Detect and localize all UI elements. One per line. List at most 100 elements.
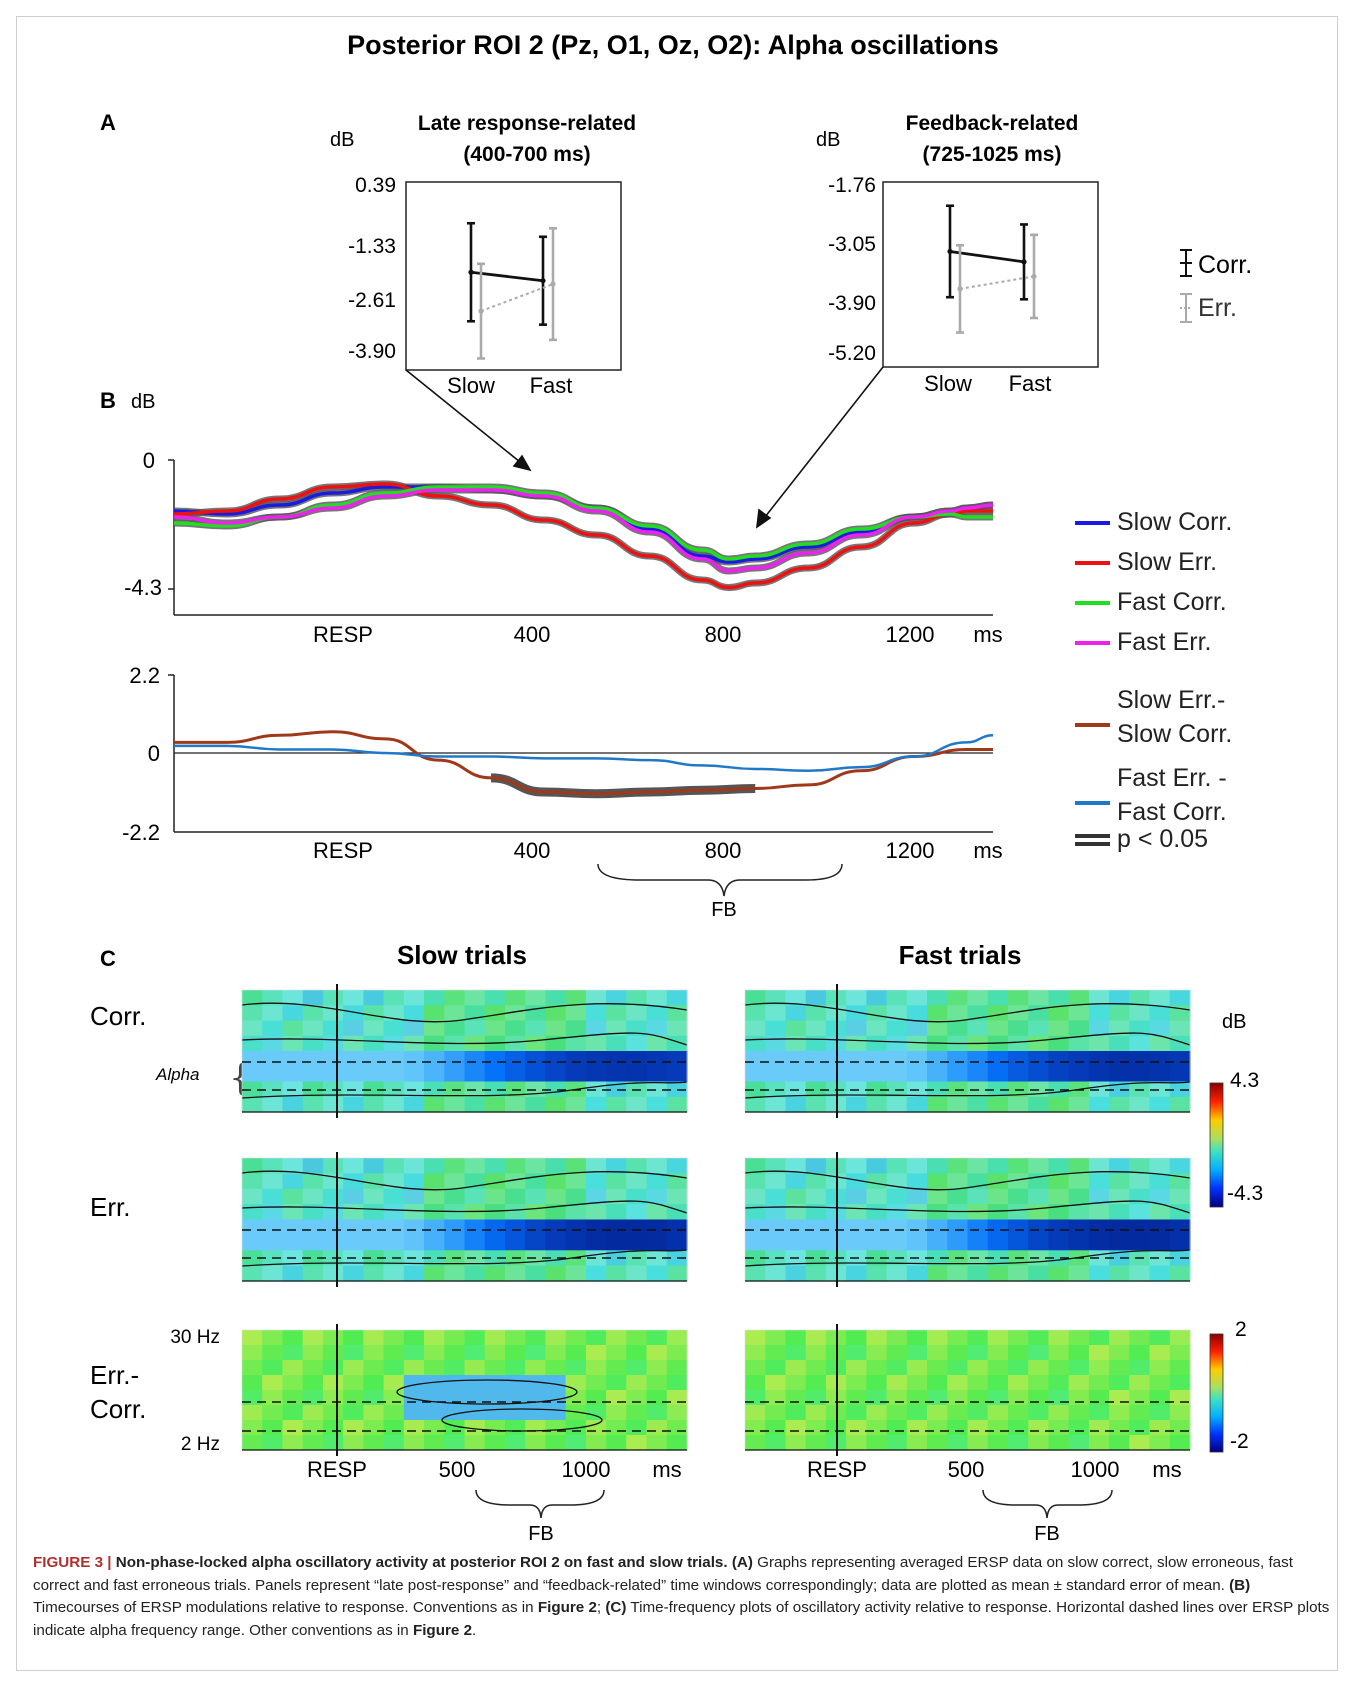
heatmap-cell [444,1051,466,1067]
heatmap-cell [805,1234,827,1251]
heatmap-cell [262,1330,283,1346]
heatmap-cell [505,1435,526,1451]
heatmap-cell [484,1345,506,1361]
heatmap-cell [262,1390,283,1406]
heatmap-cell [585,1234,607,1251]
heatmap-cell [866,1173,888,1190]
heatmap-cell [424,1219,445,1236]
panel-a-right-xtick: Fast [1009,371,1052,396]
heatmap-cell [906,1173,928,1190]
heatmap-cell [322,1345,344,1361]
zoom-arrows [405,366,884,529]
heatmap-cell [585,1204,607,1221]
heatmap-cell [242,1051,263,1067]
heatmap-cell [1109,1345,1130,1361]
heatmap-cell [464,1345,486,1361]
heatmap-cell [585,1219,607,1236]
heatmap-cell [343,1360,364,1376]
heatmap-cell [242,1375,263,1391]
heatmap-cell [846,1158,867,1174]
heatmap-cell [886,1066,908,1083]
heatmap-cell [646,1250,668,1267]
heatmap-cell [242,1204,263,1221]
heatmap-cell [1149,1250,1171,1267]
heatmap-cell [1169,1345,1191,1361]
heatmap-cell [1028,990,1049,1006]
heatmap-cell [1169,1066,1191,1083]
heatmap-cell [302,1420,324,1436]
heatmap-cell [525,1265,546,1282]
heatmap-cell [585,1188,607,1205]
heatmap-cell [1008,1234,1029,1251]
heatmap-cell [765,1020,786,1037]
heatmap-cell [866,990,888,1006]
heatmap-cell [464,1375,486,1391]
heatmap-cell [242,1345,263,1361]
heatmap-cell [464,1020,486,1037]
heatmap-cell [1088,1420,1110,1436]
heatmap-cell [1048,1096,1070,1113]
heatmap-cell [1109,1234,1130,1251]
heatmap-cell [525,1188,546,1205]
heatmap-cell [363,1081,385,1098]
caption-b-text: Timecourses of ERSP modulations relative… [33,1599,538,1616]
heatmap-cell [987,1066,1009,1083]
caption-title: Non-phase-locked alpha oscillatory activ… [111,1554,728,1571]
heatmap-cell [282,1234,304,1251]
heatmap-fast-diff [744,1324,1191,1456]
heatmap-cell [363,1234,385,1251]
heatmap-cell [1068,1435,1090,1451]
panel-a-left-ytick: 0.39 [355,174,396,197]
heatmap-cell [1008,1035,1029,1052]
panel-b-top-ytick: -4.3 [124,575,162,600]
heatmap-cell [646,1035,668,1052]
heatmap-cell [1028,1360,1049,1376]
heatmap-cell [242,1390,263,1406]
series-line-err [480,283,554,313]
contour-line [241,1249,688,1267]
data-point [1031,273,1037,280]
heatmap-cell [1109,1219,1130,1236]
heatmap-cell [484,1375,506,1391]
heatmap-cell [866,1096,888,1113]
heatmap-cell [262,1188,283,1205]
heatmap-cell [805,1096,827,1113]
heatmap-cell [1169,1435,1191,1451]
heatmap-cell [606,1219,627,1236]
heatmap-cell [585,1158,607,1174]
heatmap-cell [424,1173,445,1190]
heatmap-cell [927,1066,948,1083]
heatmap-cell [282,1020,304,1037]
heatmap-cell [262,990,283,1006]
heatmap-cell [484,1234,506,1251]
series-line-corr [470,270,544,283]
heatmap-cell [1169,1375,1191,1391]
heatmap-cell [525,1375,546,1391]
heatmap-cell [866,1081,888,1098]
data-point [478,308,484,314]
heatmap-cell [626,1173,648,1190]
heatmap-cell [666,1020,688,1037]
heatmap-cell [1068,1234,1090,1251]
caption-fig2-ref[interactable]: Figure 2 [537,1599,597,1616]
heatmap-cell [1149,1234,1171,1251]
caption-fig2-ref[interactable]: Figure 2 [412,1621,473,1639]
legend-label-slow_diff-2: Slow Corr. [1117,720,1232,748]
heatmap-cell [343,1173,364,1190]
heatmap-cell [403,1420,425,1436]
heatmap-cell [585,1051,607,1067]
contour-line [744,1081,1191,1099]
heatmap-cell [606,1390,627,1406]
heatmap-cell [545,1066,567,1083]
heatmap-cell [666,1420,688,1436]
heatmap-cell [585,1005,607,1022]
heatmap-cell [1129,990,1151,1006]
heatmap-cell [967,1265,989,1282]
panel-a-left-ytick: -3.90 [348,340,396,363]
heatmap-cell [1068,1375,1090,1391]
heatmap-cell [785,1158,807,1174]
panel-c-freq-top: 30 Hz [170,1327,220,1348]
heatmap-cell [846,1005,867,1022]
heatmap-cell [1008,1066,1029,1083]
heatmap-cell [403,1188,425,1205]
